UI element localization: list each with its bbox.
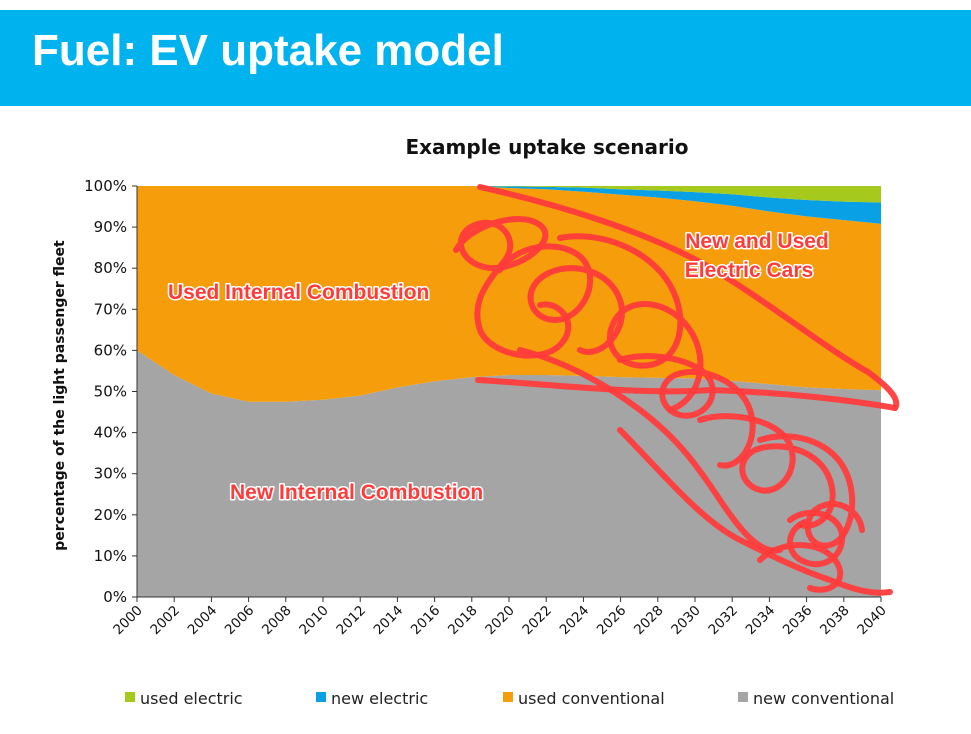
x-tick-label: 2010 <box>296 603 332 639</box>
y-tick-label: 50% <box>94 383 127 401</box>
annotation-label: New and Used <box>685 230 829 253</box>
x-tick-label: 2032 <box>705 603 741 639</box>
legend-swatch <box>125 692 135 702</box>
scribble-annotation <box>697 413 836 529</box>
x-tick-label: 2016 <box>408 603 444 639</box>
x-tick-label: 2014 <box>371 603 407 639</box>
x-tick-label: 2002 <box>147 603 183 639</box>
annotation-label: New Internal Combustion <box>230 481 483 504</box>
legend-swatch <box>503 692 513 702</box>
x-tick-label: 2040 <box>854 603 890 639</box>
x-tick-label: 2030 <box>668 603 704 639</box>
x-tick-label: 2028 <box>631 603 667 639</box>
x-tick-label: 2034 <box>743 603 779 639</box>
x-tick-label: 2018 <box>445 603 481 639</box>
scribble-annotation <box>557 233 704 413</box>
x-tick-label: 2012 <box>333 603 369 639</box>
x-tick-label: 2026 <box>594 603 630 639</box>
y-tick-label: 20% <box>94 506 127 524</box>
x-tick-label: 2004 <box>185 603 221 639</box>
x-tick-label: 2006 <box>222 603 258 639</box>
legend-label: used conventional <box>518 689 665 708</box>
legend-swatch <box>316 692 326 702</box>
scribble-annotation <box>497 243 625 355</box>
x-tick-label: 2024 <box>557 603 593 639</box>
scribble-annotation <box>453 216 572 359</box>
x-tick-label: 2008 <box>259 603 295 639</box>
x-tick-label: 2038 <box>817 603 853 639</box>
y-tick-label: 90% <box>94 218 127 236</box>
area-used-electric <box>137 186 881 203</box>
y-tick-label: 80% <box>94 259 127 277</box>
annotation-label: Used Internal Combustion <box>168 281 429 304</box>
y-tick-label: 70% <box>94 300 127 318</box>
y-tick-label: 0% <box>103 588 127 606</box>
y-tick-label: 10% <box>94 547 127 565</box>
y-tick-label: 30% <box>94 465 127 483</box>
legend-swatch <box>738 692 748 702</box>
header-bar <box>0 10 971 106</box>
scribble-annotation <box>617 427 893 596</box>
slide-title: Fuel: EV uptake model <box>32 26 504 75</box>
y-tick-label: 60% <box>94 341 127 359</box>
x-tick-label: 2036 <box>780 603 816 639</box>
x-tick-label: 2022 <box>519 603 555 639</box>
scribble-annotation <box>757 433 865 549</box>
scribble-annotation <box>517 347 783 554</box>
annotation-label: Electric Cars <box>685 259 813 282</box>
scribble-annotation <box>757 542 844 593</box>
y-axis-label: percentage of the light passenger fleet <box>52 240 68 551</box>
area-used-conventional <box>137 186 881 402</box>
chart-title: Example uptake scenario <box>405 135 688 159</box>
legend-label: new conventional <box>753 689 894 708</box>
x-tick-label: 2020 <box>482 603 518 639</box>
y-tick-label: 100% <box>84 177 127 195</box>
y-tick-label: 40% <box>94 424 127 442</box>
x-tick-label: 2000 <box>110 603 146 639</box>
area-new-electric <box>137 186 881 224</box>
scribble-annotation <box>477 184 900 411</box>
legend-label: used electric <box>140 689 243 708</box>
legend-label: new electric <box>331 689 428 708</box>
